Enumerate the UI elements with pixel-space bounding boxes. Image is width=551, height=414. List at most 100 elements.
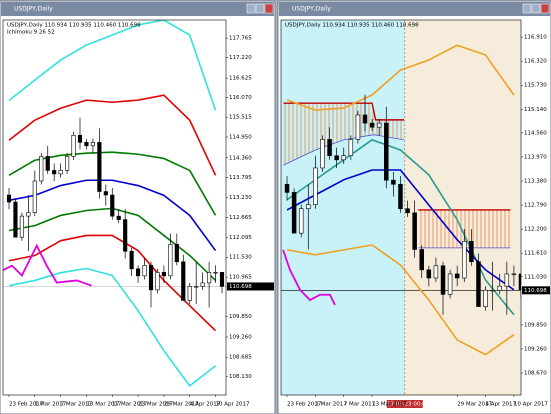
- x-tick-label: 1 Mar 2017: [35, 402, 67, 408]
- y-tick-label: 117.765: [229, 36, 252, 42]
- y-tick-label: 108.130: [229, 374, 252, 380]
- y-tick-label: 116.625: [229, 76, 252, 82]
- y-tick-label: 113.795: [229, 175, 252, 181]
- candle-body: [518, 273, 521, 291]
- x-tick-label: 29 Mar 2017: [457, 402, 492, 408]
- indicator-line: [3, 243, 92, 287]
- candle-body: [45, 156, 50, 171]
- candle-body: [97, 142, 102, 192]
- y-tick-label: 115.515: [229, 115, 252, 121]
- indicator-line: [8, 179, 217, 252]
- window-title: USDJPY,Daily: [14, 6, 53, 13]
- candle-body: [129, 250, 134, 270]
- candle-body: [369, 122, 375, 128]
- candle-body: [320, 139, 325, 169]
- candle-body: [440, 265, 446, 295]
- last-price-box: [227, 282, 274, 291]
- y-tick-label: 112.665: [229, 215, 252, 221]
- candle-body: [447, 273, 453, 295]
- window-button[interactable]: [522, 3, 532, 14]
- chart-window: USDJPY,Daily 2017.03.23 00:00 USDJPY,Daily…: [277, 0, 551, 414]
- candle-body: [405, 208, 410, 214]
- plot: [3, 20, 226, 387]
- candle-body: [419, 249, 424, 271]
- window-button[interactable]: [540, 3, 550, 14]
- title-bar: [279, 2, 550, 16]
- cloud-top: [283, 102, 405, 121]
- cloud-fill: [283, 103, 405, 166]
- candle-body: [200, 282, 205, 287]
- x-tick-label: 23 Mar 2017: [138, 402, 173, 408]
- candle-body: [207, 272, 212, 284]
- candle-body: [77, 134, 83, 143]
- candle-body: [84, 142, 89, 147]
- candle-body: [298, 208, 304, 234]
- y-tick-label: 115.140: [524, 107, 547, 113]
- y-tick-label: 109.850: [524, 322, 547, 328]
- y-tick-label: 114.560: [524, 130, 547, 136]
- y-tick-label: 109.260: [524, 346, 547, 352]
- candle-body: [58, 170, 63, 175]
- candle-body: [6, 194, 12, 203]
- last-price-label: 110.698: [524, 288, 547, 294]
- candle-body: [313, 167, 318, 205]
- candle-body: [327, 139, 332, 157]
- candle-body: [103, 191, 108, 196]
- window-button[interactable]: [264, 3, 274, 14]
- chart-info: USDJPY,Daily 110.934 110.935 110.460 110…: [285, 23, 419, 29]
- candle-body: [71, 134, 76, 157]
- chart-info: USDJPY,Daily 110.934 110.935 110.460 110…: [7, 23, 141, 29]
- candle-body: [412, 212, 417, 250]
- x-tick-label: 10 Apr 2017: [514, 402, 549, 408]
- candle-body: [334, 155, 339, 161]
- window-button[interactable]: [255, 3, 265, 14]
- candle-body: [504, 273, 510, 287]
- candle-body: [90, 142, 95, 147]
- last-price-label: 110.698: [229, 284, 252, 290]
- plot-bg: [3, 20, 226, 395]
- indicator-line: [286, 44, 515, 111]
- x-tick-label: 17 Mar 2017: [112, 402, 147, 408]
- y-tick-label: 109.260: [229, 335, 252, 341]
- indicator-line: [8, 234, 217, 332]
- candle-body: [32, 180, 37, 213]
- indicator-line: [282, 249, 336, 306]
- plot-border: [2, 19, 227, 396]
- y-tick-label: 113.380: [524, 179, 547, 185]
- y-tick-label: 109.850: [229, 314, 252, 320]
- plot-bg-after: [404, 20, 521, 395]
- candle-body: [284, 183, 290, 193]
- x-tick-label: 1 Mar 2017: [315, 402, 347, 408]
- candle-body: [181, 261, 186, 301]
- x-tick-label: 23 Feb 2017: [9, 402, 44, 408]
- candle-body: [483, 289, 488, 307]
- y-tick-label: 114.950: [229, 135, 252, 141]
- y-tick-label: 111.530: [229, 255, 252, 261]
- candle-body: [194, 286, 199, 288]
- candle-body: [26, 212, 31, 217]
- candle-body: [110, 194, 115, 217]
- candle-body: [136, 268, 141, 277]
- candle-body: [511, 273, 517, 276]
- window-button[interactable]: [531, 3, 541, 14]
- candle-body: [376, 122, 382, 128]
- candle-body: [398, 183, 403, 210]
- crosshair-label: 2017.03.23 00:00: [380, 402, 430, 408]
- candle-body: [384, 122, 389, 181]
- candle-body: [142, 265, 147, 277]
- window-button[interactable]: [246, 3, 256, 14]
- candle-body: [341, 155, 346, 161]
- candle-body: [219, 272, 225, 287]
- plot: [281, 44, 521, 356]
- x-tick-label: 10 Apr 2017: [216, 402, 251, 408]
- y-tick-label: 108.685: [229, 355, 252, 361]
- indicator-label: Ichimoku 9 26 52: [7, 30, 55, 36]
- x-tick-label: 7 Mar 2017: [61, 402, 93, 408]
- y-tick-label: 111.610: [524, 251, 547, 257]
- candle-body: [13, 201, 18, 238]
- indicator-line: [8, 267, 217, 387]
- y-tick-label: 113.230: [229, 195, 252, 201]
- candle-body: [469, 241, 474, 263]
- crosshair-label-bg: [386, 400, 423, 408]
